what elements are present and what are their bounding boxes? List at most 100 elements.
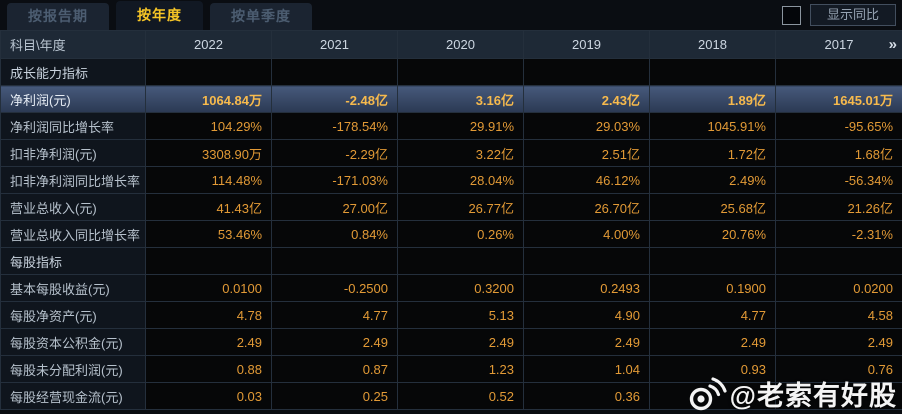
row-label: 营业总收入同比增长率 — [0, 220, 146, 248]
cell-value: 0.03 — [145, 382, 272, 410]
cell-value: 3308.90万 — [145, 139, 272, 167]
row-label: 净利润(元) — [0, 85, 146, 113]
cell-value: 3.16亿 — [397, 85, 524, 113]
cell-value: 2.49 — [397, 328, 524, 356]
tab-report-period[interactable]: 按报告期 — [7, 3, 109, 30]
tab-single-quarter[interactable]: 按单季度 — [210, 3, 312, 30]
cell-value: 0.3200 — [397, 274, 524, 302]
cell-value: -95.65% — [775, 112, 902, 140]
cell-value: 0.88 — [145, 355, 272, 383]
year-header-2021: 2021 — [271, 30, 398, 59]
year-header-2018: 2018 — [649, 30, 776, 59]
cell-value: 114.48% — [145, 166, 272, 194]
cell-value — [523, 247, 650, 275]
row-label: 每股资本公积金(元) — [0, 328, 146, 356]
cell-value: 0.1900 — [649, 274, 776, 302]
cell-value — [775, 58, 902, 86]
cell-value: -2.48亿 — [271, 85, 398, 113]
table-row[interactable]: 净利润同比增长率 104.29% -178.54% 29.91% 29.03% 1045.… — [0, 112, 902, 140]
year-header-2022: 2022 — [145, 30, 272, 59]
cell-value: 1645.01万 — [775, 85, 902, 113]
row-label: 扣非净利润(元) — [0, 139, 146, 167]
cell-value: 0.36 — [523, 382, 650, 410]
table-row[interactable]: 每股指标 — [0, 247, 902, 275]
table-row[interactable]: 成长能力指标 — [0, 58, 902, 86]
cell-value — [145, 247, 272, 275]
table-row[interactable]: 营业总收入(元) 41.43亿 27.00亿 26.77亿 26.70亿 25.68亿 21… — [0, 193, 902, 221]
row-label: 每股经营现金流(元) — [0, 382, 146, 410]
cell-value: 4.78 — [145, 301, 272, 329]
table-row[interactable]: 净利润(元) 1064.84万 -2.48亿 3.16亿 2.43亿 1.89亿 1645.… — [0, 85, 902, 113]
yoy-controls: 显示同比 — [782, 4, 896, 26]
table-row[interactable]: 扣非净利润(元) 3308.90万 -2.29亿 3.22亿 2.51亿 1.72亿 1.6… — [0, 139, 902, 167]
table-row[interactable]: 每股净资产(元) 4.78 4.77 5.13 4.90 4.77 4.58 — [0, 301, 902, 329]
table-row[interactable]: 扣非净利润同比增长率 114.48% -171.03% 28.04% 46.12% 2.4… — [0, 166, 902, 194]
cell-value: 4.00% — [523, 220, 650, 248]
cell-value: 0.52 — [397, 382, 524, 410]
cell-value — [523, 58, 650, 86]
table-row[interactable]: 每股资本公积金(元) 2.49 2.49 2.49 2.49 2.49 2.49 — [0, 328, 902, 356]
cell-value: 2.51亿 — [523, 139, 650, 167]
table-row[interactable]: 营业总收入同比增长率 53.46% 0.84% 0.26% 4.00% 20.76% -2.… — [0, 220, 902, 248]
cell-value: 1045.91% — [649, 112, 776, 140]
cell-value: 2.49 — [523, 328, 650, 356]
show-yoy-checkbox[interactable] — [782, 5, 801, 25]
more-years-chevron-icon[interactable]: » — [888, 36, 897, 53]
cell-value: 53.46% — [145, 220, 272, 248]
table-row[interactable]: 每股经营现金流(元) 0.03 0.25 0.52 0.36 — [0, 382, 902, 410]
cell-value: 2.49% — [649, 166, 776, 194]
cell-value: -171.03% — [271, 166, 398, 194]
cell-value: 1.72亿 — [649, 139, 776, 167]
cell-value: 0.0200 — [775, 274, 902, 302]
cell-value: 21.26亿 — [775, 193, 902, 221]
cell-value — [649, 247, 776, 275]
cell-value — [145, 58, 272, 86]
cell-value: 26.77亿 — [397, 193, 524, 221]
tab-annual[interactable]: 按年度 — [116, 1, 203, 30]
cell-value: 0.25 — [271, 382, 398, 410]
cell-value: 3.22亿 — [397, 139, 524, 167]
cell-value: -56.34% — [775, 166, 902, 194]
cell-value: 27.00亿 — [271, 193, 398, 221]
cell-value: 4.77 — [271, 301, 398, 329]
cell-value: 1064.84万 — [145, 85, 272, 113]
cell-value: 4.58 — [775, 301, 902, 329]
cell-value: 1.68亿 — [775, 139, 902, 167]
table-body: 成长能力指标 净利润(元) 1064.84万 -2.48亿 3.16亿 2.43亿 1.89… — [0, 58, 902, 410]
row-label: 营业总收入(元) — [0, 193, 146, 221]
cell-value: 1.23 — [397, 355, 524, 383]
period-tabbar: 按报告期 按年度 按单季度 显示同比 — [0, 0, 902, 30]
cell-value: 0.0100 — [145, 274, 272, 302]
row-label: 每股未分配利润(元) — [0, 355, 146, 383]
cell-value — [397, 58, 524, 86]
table-row[interactable]: 基本每股收益(元) 0.0100 -0.2500 0.3200 0.2493 0.1900… — [0, 274, 902, 302]
cell-value: 26.70亿 — [523, 193, 650, 221]
year-label: 2017 — [824, 37, 854, 52]
financial-indicators-table: 科目\年度 2022 2021 2020 2019 2018 2017 » 成长… — [0, 30, 902, 410]
cell-value — [775, 247, 902, 275]
cell-value: 20.76% — [649, 220, 776, 248]
cell-value: 5.13 — [397, 301, 524, 329]
cell-value: 28.04% — [397, 166, 524, 194]
cell-value: 0.84% — [271, 220, 398, 248]
cell-value — [271, 247, 398, 275]
cell-value: 4.90 — [523, 301, 650, 329]
cell-value: 0.87 — [271, 355, 398, 383]
corner-header: 科目\年度 — [0, 30, 146, 59]
cell-value: -2.31% — [775, 220, 902, 248]
table-row[interactable]: 每股未分配利润(元) 0.88 0.87 1.23 1.04 0.93 0.76 — [0, 355, 902, 383]
year-header-2019: 2019 — [523, 30, 650, 59]
cell-value: 2.49 — [775, 328, 902, 356]
show-yoy-button[interactable]: 显示同比 — [810, 4, 896, 26]
cell-value — [649, 58, 776, 86]
cell-value: 2.49 — [271, 328, 398, 356]
cell-value: 2.43亿 — [523, 85, 650, 113]
cell-value: 25.68亿 — [649, 193, 776, 221]
cell-value: 1.04 — [523, 355, 650, 383]
cell-value: 0.26% — [397, 220, 524, 248]
cell-value — [397, 247, 524, 275]
cell-value: 29.91% — [397, 112, 524, 140]
year-header-2017: 2017 » — [775, 30, 902, 59]
cell-value: 2.49 — [649, 328, 776, 356]
row-label: 每股指标 — [0, 247, 146, 275]
